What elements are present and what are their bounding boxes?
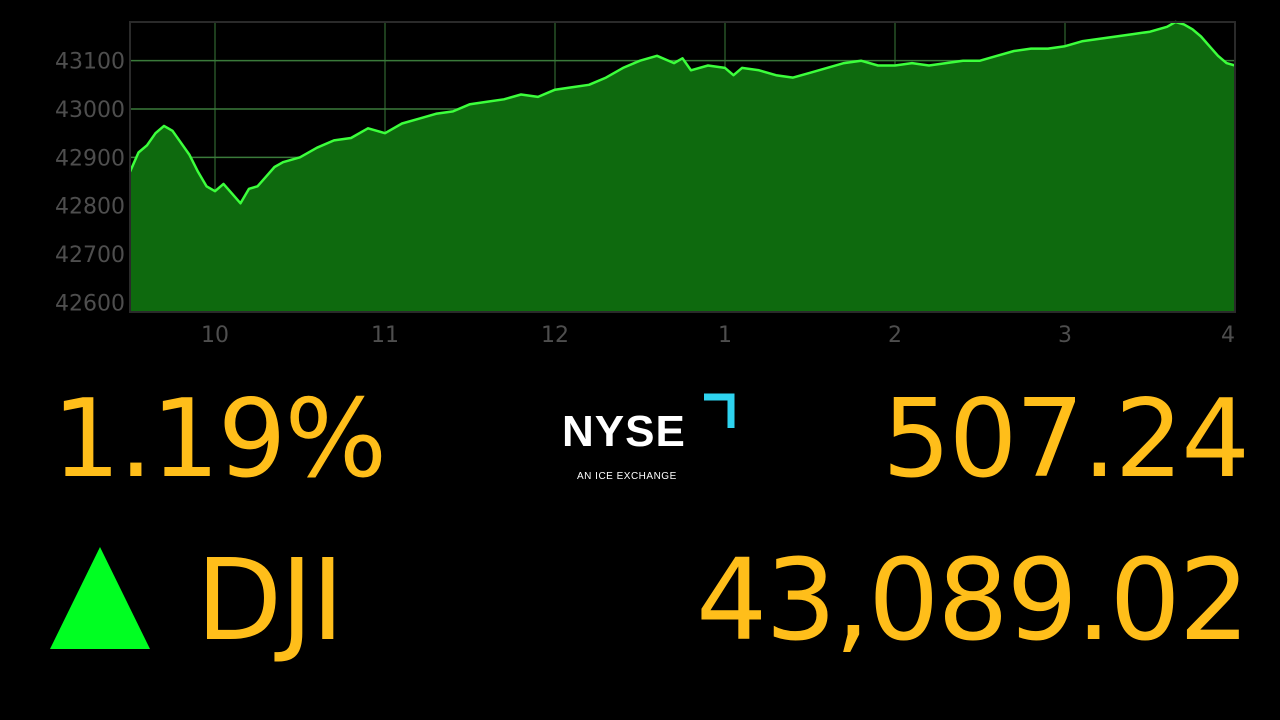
price-area: [130, 22, 1235, 312]
corner-bracket-icon: [704, 393, 735, 428]
y-axis: 43100 43000 42900 42800 42700 42600: [55, 50, 125, 317]
x-tick-label: 4: [1221, 323, 1235, 348]
chart-frame: [129, 21, 1236, 313]
index-level: 43,089.02: [695, 536, 1250, 666]
point-change: 507.24: [882, 377, 1250, 502]
price-line: [128, 20, 1236, 205]
y-tick-label: 42800: [55, 195, 125, 220]
x-tick-label: 10: [201, 323, 229, 348]
y-tick-label: 42600: [55, 291, 125, 316]
up-triangle-icon: [50, 547, 150, 649]
ticker-symbol: DJI: [196, 536, 344, 666]
nyse-wordmark: NYSE: [562, 407, 686, 456]
x-tick-label: 1: [718, 323, 732, 348]
y-tick-label: 42700: [55, 243, 125, 268]
y-tick-label: 42900: [55, 146, 125, 171]
y-tick-label: 43100: [55, 50, 125, 75]
percent-change: 1.19%: [52, 377, 387, 502]
x-tick-label: 11: [371, 323, 399, 348]
x-tick-label: 3: [1058, 323, 1072, 348]
y-tick-label: 43000: [55, 98, 125, 123]
x-axis: 10 11 12 1 2 3 4: [201, 323, 1235, 348]
x-tick-label: 12: [541, 323, 569, 348]
x-tick-label: 2: [888, 323, 902, 348]
nyse-logo: NYSE AN ICE EXCHANGE: [560, 392, 740, 492]
nyse-tagline: AN ICE EXCHANGE: [577, 471, 677, 482]
